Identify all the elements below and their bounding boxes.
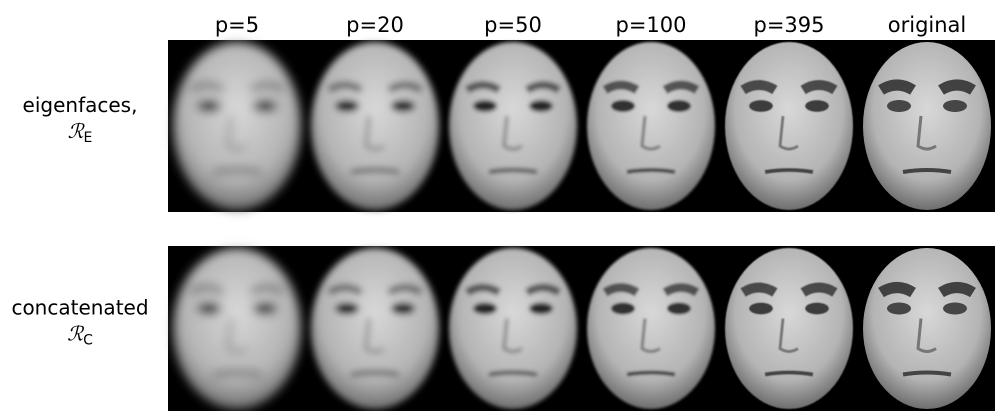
face-image	[587, 248, 715, 409]
eye	[943, 100, 967, 112]
eye	[611, 303, 635, 315]
face-image	[863, 42, 991, 210]
eyebrow	[881, 288, 913, 293]
eyebrow	[941, 85, 973, 90]
eyebrow	[941, 288, 973, 293]
mouth	[213, 373, 261, 375]
face	[587, 42, 715, 210]
mouth	[765, 170, 813, 172]
face	[173, 248, 301, 409]
mouth	[351, 170, 399, 172]
face-image	[173, 248, 301, 409]
face	[725, 248, 853, 409]
face	[311, 42, 439, 210]
face	[725, 42, 853, 210]
face	[863, 248, 991, 409]
row-symbol: ℛE	[68, 119, 93, 146]
column-header: p=100	[615, 13, 686, 37]
subscript: E	[84, 130, 93, 146]
face	[449, 248, 577, 409]
mouth	[351, 373, 399, 375]
face-image	[587, 42, 715, 210]
eye	[473, 303, 497, 315]
eye	[253, 100, 277, 112]
eyebrow	[665, 288, 697, 293]
eye	[335, 100, 359, 112]
mouth	[903, 373, 951, 375]
eyebrow	[665, 85, 697, 90]
mouth	[765, 373, 813, 375]
face	[311, 248, 439, 409]
row-symbol: ℛC	[67, 322, 93, 349]
eye	[805, 303, 829, 315]
mouth	[627, 170, 675, 172]
face-image	[449, 42, 577, 210]
mouth	[489, 170, 537, 172]
face-image	[725, 248, 853, 409]
eyebrow	[803, 288, 835, 293]
eyebrow	[605, 288, 637, 293]
eye	[667, 303, 691, 315]
figure: p=5 p=20 p=50 p=100 p=395 original eigenfaces,…	[0, 0, 995, 411]
figure-canvas: p=5 p=20 p=50 p=100 p=395 original eigenfaces,…	[0, 0, 995, 411]
mouth	[489, 373, 537, 375]
eyebrow	[743, 85, 775, 90]
eyebrow	[743, 288, 775, 293]
face	[449, 42, 577, 210]
column-header: p=20	[346, 13, 404, 37]
column-header: p=5	[215, 13, 259, 37]
column-header: p=50	[484, 13, 542, 37]
column-header: original	[888, 13, 967, 37]
subscript: C	[83, 333, 93, 349]
face-image	[173, 42, 301, 210]
face-image	[311, 42, 439, 210]
eye	[473, 100, 497, 112]
eye	[391, 303, 415, 315]
eyebrow	[803, 85, 835, 90]
eye	[749, 303, 773, 315]
face-image	[863, 248, 991, 409]
eye	[529, 303, 553, 315]
eye	[805, 100, 829, 112]
eyebrow	[881, 85, 913, 90]
mouth	[903, 170, 951, 172]
eye	[667, 100, 691, 112]
eye	[335, 303, 359, 315]
eye	[529, 100, 553, 112]
face	[863, 42, 991, 210]
mouth	[213, 170, 261, 172]
eye	[197, 303, 221, 315]
row-label: concatenated	[11, 296, 148, 320]
eyebrow	[605, 85, 637, 90]
face	[173, 42, 301, 210]
face-image	[449, 248, 577, 409]
eye	[943, 303, 967, 315]
eye	[749, 100, 773, 112]
face-image	[725, 42, 853, 210]
face	[587, 248, 715, 409]
eye	[391, 100, 415, 112]
eye	[887, 100, 911, 112]
row-label: eigenfaces,	[23, 93, 138, 117]
column-header: p=395	[753, 13, 824, 37]
eye	[887, 303, 911, 315]
eye	[253, 303, 277, 315]
mouth	[627, 373, 675, 375]
face-image	[311, 248, 439, 409]
eye	[611, 100, 635, 112]
eye	[197, 100, 221, 112]
